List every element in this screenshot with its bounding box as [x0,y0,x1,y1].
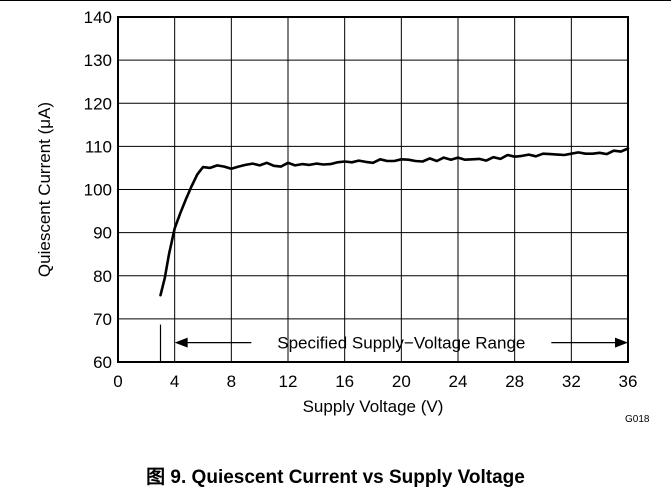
x-tick-label: 16 [335,372,354,391]
x-tick-label: 24 [449,372,468,391]
x-tick-label: 20 [392,372,411,391]
y-tick-label: 130 [84,51,112,70]
quiescent-current-chart: 60 70 80 90 100 110 120 130 140 0 4 8 12 16 20 24 28 32 3… [0,0,671,425]
x-tick-label: 32 [562,372,581,391]
figure-caption: 图 9. Quiescent Current vs Supply Voltage [146,467,525,488]
y-tick-label: 110 [85,137,112,156]
x-axis-title: Supply Voltage (V) [303,397,444,416]
grid [117,16,629,363]
y-tick-label: 100 [84,181,112,200]
x-tick-label: 8 [227,372,236,391]
y-tick-label: 120 [84,94,112,113]
x-tick-labels: 0 4 8 12 16 20 24 28 32 36 [113,372,637,391]
figure-code: G018 [625,414,650,425]
y-tick-label: 70 [93,310,112,329]
y-tick-label: 140 [84,8,112,27]
y-axis-title: Quiescent Current (μA) [35,102,54,277]
y-tick-label: 90 [93,224,112,243]
x-tick-label: 36 [619,372,638,391]
y-tick-label: 80 [93,267,112,286]
x-tick-label: 4 [170,372,179,391]
range-annotation: Specified Supply−Voltage Range [159,324,628,362]
range-arrow-left [174,337,188,348]
series-line [159,147,630,297]
x-tick-label: 28 [505,372,524,391]
y-tick-labels: 60 70 80 90 100 110 120 130 140 [84,8,112,372]
range-arrow-right [615,337,628,348]
x-tick-label: 12 [279,372,298,391]
y-tick-label: 60 [93,353,112,372]
range-label: Specified Supply−Voltage Range [277,334,525,353]
plot-frame [117,16,629,363]
x-tick-label: 0 [113,372,122,391]
